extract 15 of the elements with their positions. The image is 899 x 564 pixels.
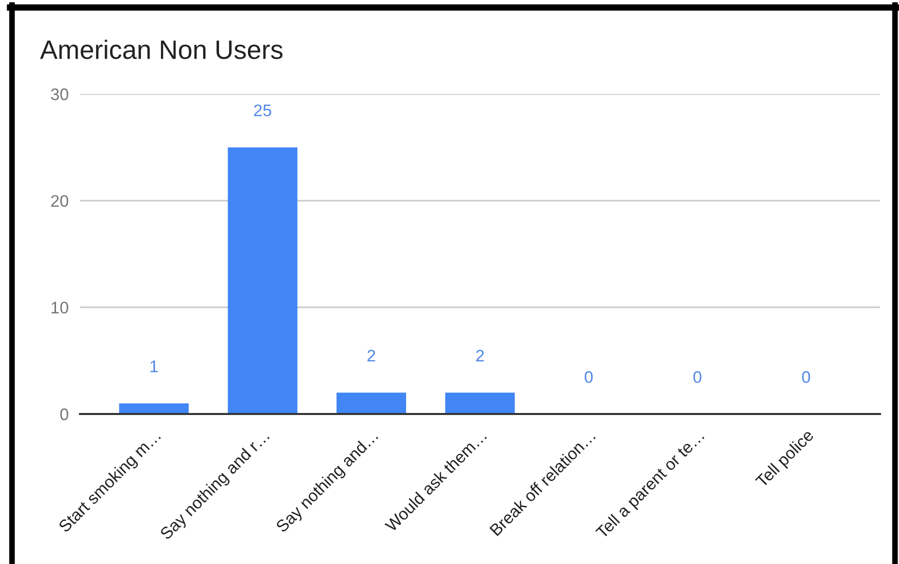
data-label: 0 — [584, 371, 593, 383]
data-label: 25 — [254, 104, 272, 116]
y-tick-label: 10 — [52, 302, 68, 314]
data-label: 0 — [802, 371, 810, 383]
data-label: 2 — [476, 350, 484, 362]
data-label: 2 — [368, 350, 376, 362]
y-tick-label: 0 — [60, 408, 68, 420]
bar — [336, 392, 406, 414]
y-tick-label: 30 — [50, 88, 68, 100]
data-label: 1 — [150, 360, 158, 372]
data-label: 0 — [693, 371, 702, 383]
bar — [445, 392, 515, 414]
bar — [228, 147, 298, 414]
y-tick-label: 20 — [51, 195, 68, 207]
chart-title: American Non Users — [40, 40, 282, 60]
